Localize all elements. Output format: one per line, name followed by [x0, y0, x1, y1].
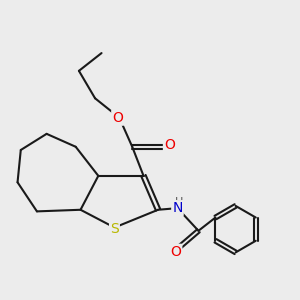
Text: S: S	[110, 222, 119, 236]
Text: O: O	[164, 138, 175, 152]
Text: O: O	[112, 111, 123, 125]
Text: N: N	[172, 201, 183, 215]
Text: H: H	[175, 197, 183, 207]
Text: O: O	[170, 245, 181, 259]
